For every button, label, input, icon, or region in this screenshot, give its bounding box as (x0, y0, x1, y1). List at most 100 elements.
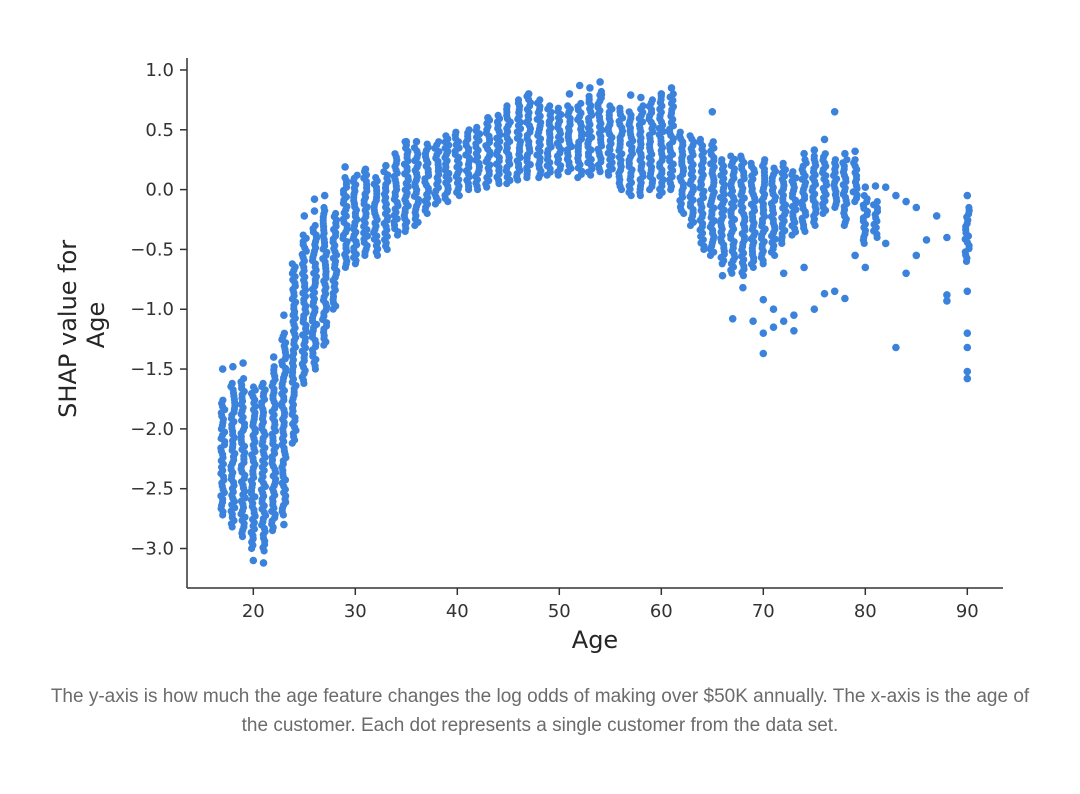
data-point (465, 126, 473, 134)
y-tick-label: 1.0 (145, 60, 174, 81)
data-point (391, 150, 399, 158)
data-point (830, 108, 839, 116)
data-point (831, 156, 840, 164)
data-point (696, 135, 705, 143)
data-point (240, 375, 248, 383)
y-tick-label: −1.5 (130, 359, 174, 380)
data-point (769, 323, 778, 332)
data-point (841, 294, 849, 303)
data-point (616, 104, 624, 112)
data-point (536, 96, 544, 104)
data-point (739, 283, 747, 292)
data-point (657, 90, 666, 98)
data-point (801, 156, 809, 164)
data-point (332, 209, 340, 218)
data-point (310, 195, 319, 203)
data-point (280, 520, 288, 529)
data-point (902, 269, 910, 278)
data-point (881, 183, 890, 191)
data-point (320, 203, 328, 212)
scatter-chart: 1.0 0.5 0.0 −0.5 −1.0 −1.5 −2.0 −2.5 −3.0 20 30 40… (54, 58, 1003, 654)
data-point (564, 102, 572, 110)
data-point (669, 90, 677, 98)
data-point (943, 297, 951, 305)
data-point (943, 233, 951, 242)
data-point (810, 305, 819, 314)
data-point (810, 146, 819, 154)
data-point (759, 295, 768, 304)
x-tick-label: 70 (752, 601, 775, 622)
data-point (372, 174, 380, 182)
data-point (380, 168, 388, 176)
data-point (361, 165, 370, 174)
data-point (769, 305, 778, 314)
data-point (565, 90, 574, 98)
y-tick-label: −2.0 (130, 419, 174, 440)
data-point (473, 123, 481, 131)
data-point (892, 343, 900, 352)
data-point (412, 137, 421, 146)
data-point (841, 149, 849, 158)
data-point (554, 104, 563, 112)
data-point (341, 163, 349, 171)
x-tick-label: 90 (956, 601, 979, 622)
data-point (861, 183, 870, 191)
data-point (747, 159, 755, 167)
data-point (770, 164, 778, 172)
data-point (749, 317, 757, 326)
data-point (709, 138, 717, 146)
data-point (524, 90, 533, 98)
data-point (648, 96, 657, 104)
data-point (800, 263, 808, 272)
data-point (280, 311, 288, 320)
data-point (860, 192, 868, 200)
data-point (851, 156, 859, 164)
data-point (311, 221, 319, 230)
data-point (737, 152, 745, 160)
data-point (779, 269, 788, 278)
data-point (300, 212, 309, 220)
x-tick-label: 80 (854, 601, 877, 622)
data-point (320, 191, 329, 200)
data-point (585, 92, 593, 100)
data-point (912, 251, 921, 260)
data-point (943, 291, 951, 299)
data-point (228, 379, 236, 387)
data-point (965, 203, 973, 212)
data-point (503, 102, 511, 110)
data-point (761, 156, 769, 164)
data-point (718, 156, 726, 164)
data-point (423, 140, 431, 148)
data-point (341, 174, 349, 182)
data-point (820, 135, 829, 144)
data-point (810, 152, 818, 160)
data-point (727, 152, 735, 160)
y-axis-label-line-1: SHAP value for (54, 240, 82, 418)
data-point (902, 197, 910, 206)
data-point (280, 329, 288, 337)
data-point (821, 150, 829, 158)
data-point (759, 349, 768, 358)
data-point (718, 271, 727, 280)
data-point (639, 102, 647, 110)
data-point (546, 102, 554, 110)
data-point (435, 138, 443, 146)
data-point (922, 236, 931, 244)
y-axis-label: SHAP value for Age (54, 232, 110, 418)
data-point (912, 203, 921, 212)
data-point (626, 91, 635, 99)
data-point (402, 137, 411, 146)
data-point (259, 379, 267, 387)
data-point (686, 132, 694, 140)
data-point (963, 287, 972, 296)
y-tick-label: −1.0 (130, 299, 174, 320)
data-point (963, 343, 972, 352)
x-tick-label: 20 (242, 601, 265, 622)
figure-caption: The y-axis is how much the age feature c… (50, 686, 1030, 736)
data-point (851, 251, 859, 260)
data-point (790, 327, 798, 335)
data-point (708, 108, 717, 116)
y-axis-label-line-2: Age (82, 302, 110, 348)
x-tick-label: 40 (446, 601, 469, 622)
data-point (843, 156, 851, 164)
